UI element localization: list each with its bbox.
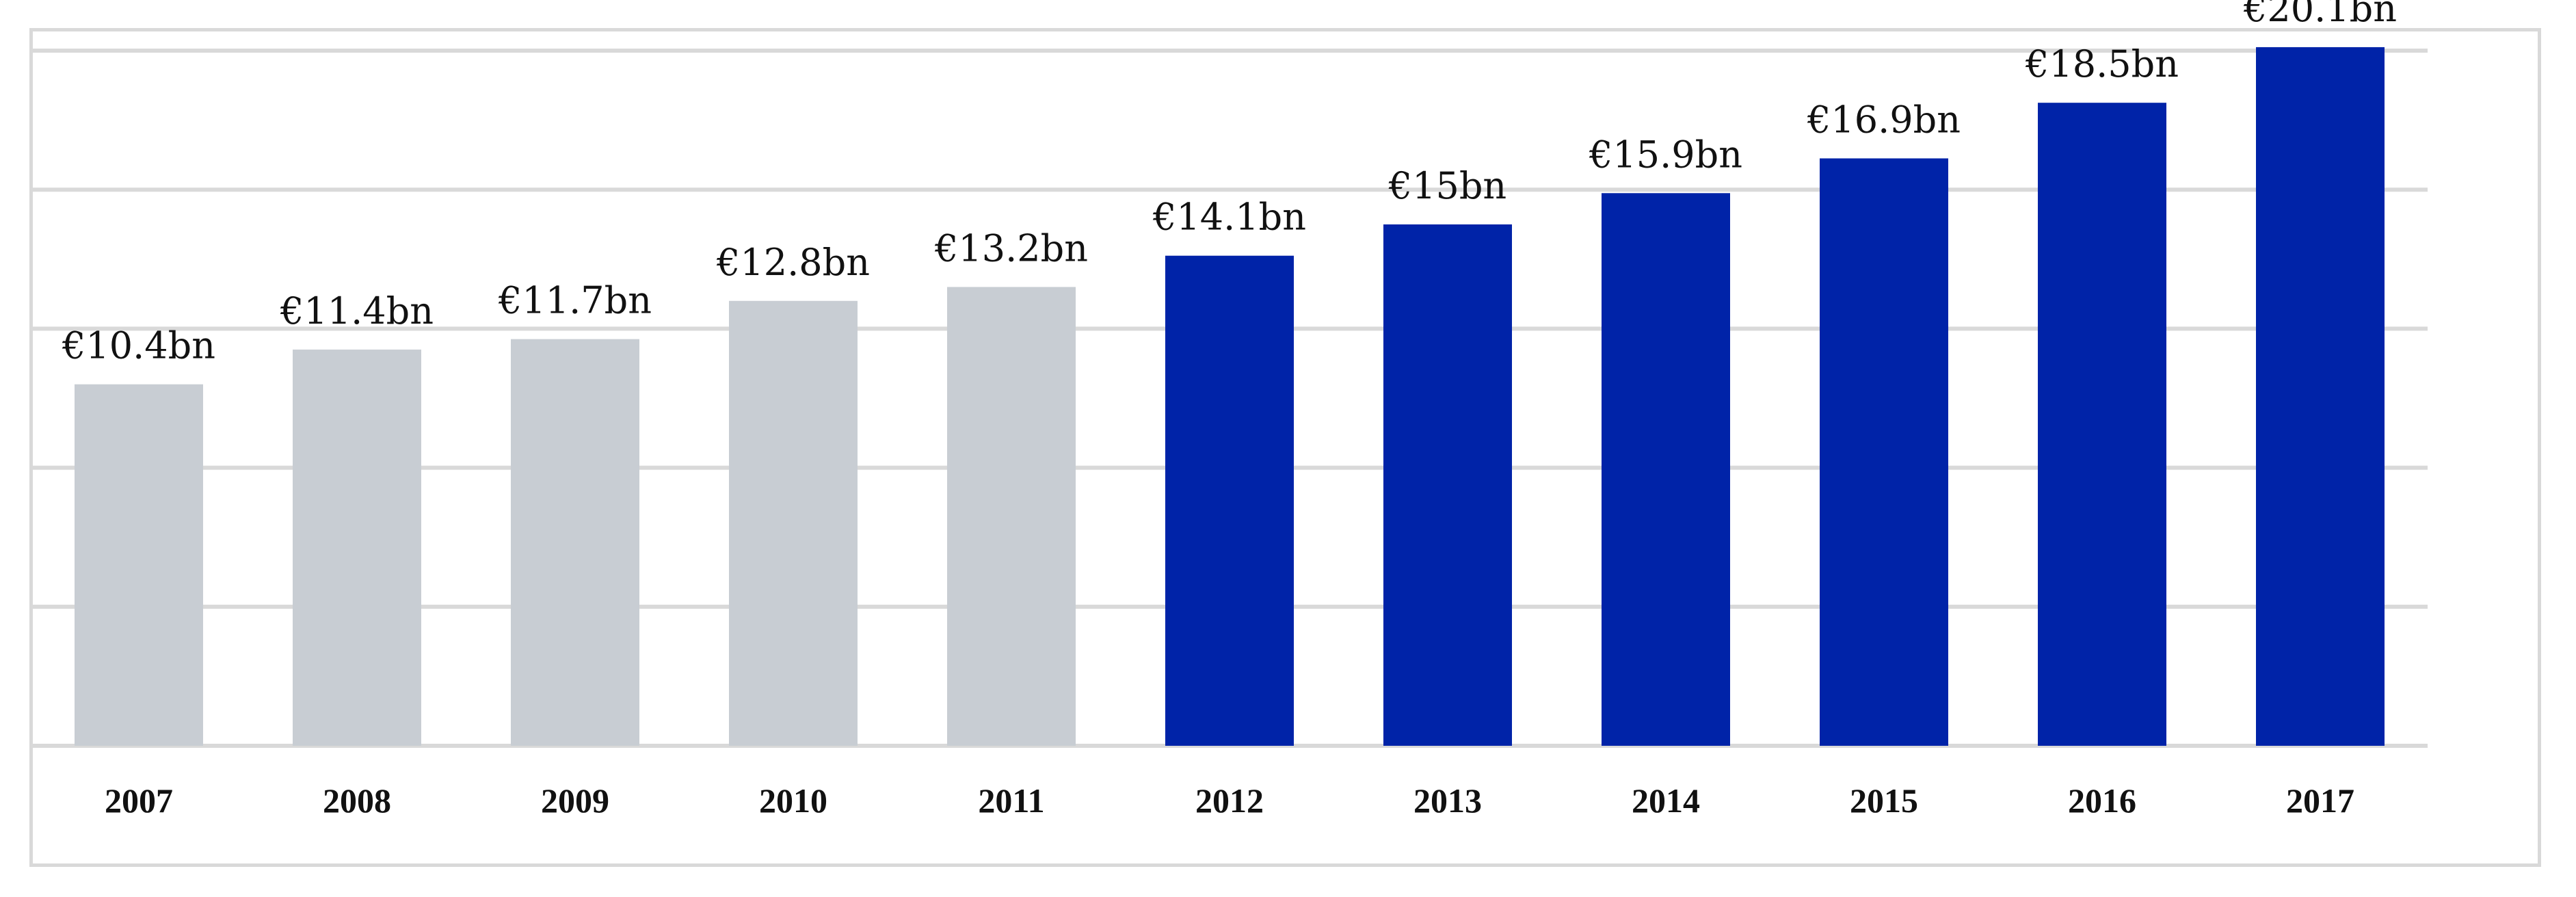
- x-tick-2010: 2010: [759, 781, 827, 820]
- value-label-2009: €11.7bn: [498, 279, 652, 322]
- bar-2016: [2038, 103, 2166, 746]
- bar-2013: [1383, 224, 1512, 746]
- x-tick-labels: 2007 2008 2009 2010 2011 2012 2013 2014 2015 2016…: [105, 781, 2354, 820]
- x-tick-2007: 2007: [105, 781, 173, 820]
- value-label-2008: €11.4bn: [280, 289, 434, 333]
- value-label-2010: €12.8bn: [716, 241, 870, 284]
- value-label-2013: €15bn: [1388, 164, 1506, 207]
- bar-2010: [729, 300, 858, 746]
- bar-2009: [511, 339, 639, 746]
- x-tick-2008: 2008: [323, 781, 391, 820]
- bar-2014: [1602, 193, 1730, 746]
- value-label-2015: €16.9bn: [1807, 98, 1961, 141]
- bar-2015: [1820, 158, 1948, 746]
- value-label-2014: €15.9bn: [1589, 133, 1742, 176]
- x-tick-2016: 2016: [2068, 781, 2136, 820]
- bar-2017: [2256, 47, 2385, 746]
- bar-2008: [293, 349, 421, 746]
- x-tick-2013: 2013: [1413, 781, 1482, 820]
- value-label-2012: €14.1bn: [1152, 196, 1306, 239]
- x-tick-2012: 2012: [1195, 781, 1264, 820]
- x-tick-2009: 2009: [541, 781, 609, 820]
- value-label-2016: €18.5bn: [2025, 42, 2179, 86]
- bar-2011: [947, 287, 1076, 746]
- x-tick-2014: 2014: [1632, 781, 1700, 820]
- bars: [75, 47, 2385, 746]
- x-tick-2017: 2017: [2286, 781, 2354, 820]
- x-tick-2011: 2011: [978, 781, 1044, 820]
- value-label-2007: €10.4bn: [62, 324, 215, 367]
- bar-2012: [1165, 255, 1294, 746]
- value-label-2017: €20.1bn: [2243, 0, 2397, 30]
- value-labels: €10.4bn €11.4bn €11.7bn €12.8bn €13.2bn €14.1…: [62, 0, 2397, 367]
- x-tick-2015: 2015: [1850, 781, 1918, 820]
- bar-2007: [75, 384, 203, 746]
- value-label-2011: €13.2bn: [934, 226, 1088, 270]
